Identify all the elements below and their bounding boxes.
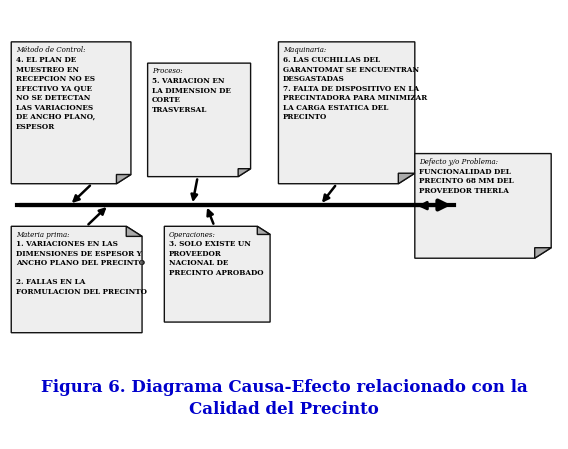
Polygon shape <box>116 175 131 184</box>
Text: 4. EL PLAN DE
MUESTREO EN
RECEPCION NO ES
EFECTIVO YA QUE
NO SE DETECTAN
LAS VAR: 4. EL PLAN DE MUESTREO EN RECEPCION NO E… <box>16 56 95 131</box>
Text: 5. VARIACION EN
LA DIMENSION DE
CORTE
TRASVERSAL: 5. VARIACION EN LA DIMENSION DE CORTE TR… <box>152 77 231 114</box>
Text: Figura 6. Diagrama Causa-Efecto relacionado con la
Calidad del Precinto: Figura 6. Diagrama Causa-Efecto relacion… <box>41 379 527 418</box>
Polygon shape <box>11 42 131 184</box>
Text: Proceso:: Proceso: <box>152 67 183 75</box>
Polygon shape <box>278 42 415 184</box>
Text: FUNCIONALIDAD DEL
PRECINTO 68 MM DEL
PROVEEDOR THERLA: FUNCIONALIDAD DEL PRECINTO 68 MM DEL PRO… <box>419 168 514 195</box>
Polygon shape <box>238 169 250 176</box>
Polygon shape <box>11 226 142 333</box>
Polygon shape <box>148 63 250 176</box>
Polygon shape <box>257 226 270 234</box>
Polygon shape <box>398 173 415 184</box>
Text: 6. LAS CUCHILLAS DEL
GARANTOMAT SE ENCUENTRAN
DESGASTADAS
7. FALTA DE DISPOSITIV: 6. LAS CUCHILLAS DEL GARANTOMAT SE ENCUE… <box>283 56 427 121</box>
Text: Método de Control:: Método de Control: <box>16 46 85 54</box>
Text: Maquinaria:: Maquinaria: <box>283 46 326 54</box>
Text: 1. VARIACIONES EN LAS
DIMENSIONES DE ESPESOR Y
ANCHO PLANO DEL PRECINTO

2. FALL: 1. VARIACIONES EN LAS DIMENSIONES DE ESP… <box>16 241 147 296</box>
Text: Defecto y/o Problema:: Defecto y/o Problema: <box>419 158 498 166</box>
Text: Operaciones:: Operaciones: <box>169 230 216 238</box>
Polygon shape <box>415 154 551 258</box>
Polygon shape <box>534 248 551 258</box>
Polygon shape <box>164 226 270 322</box>
Text: 3. SOLO EXISTE UN
PROVEEDOR
NACIONAL DE
PRECINTO APROBADO: 3. SOLO EXISTE UN PROVEEDOR NACIONAL DE … <box>169 241 264 277</box>
Polygon shape <box>126 226 142 236</box>
Text: Materia prima:: Materia prima: <box>16 230 69 238</box>
